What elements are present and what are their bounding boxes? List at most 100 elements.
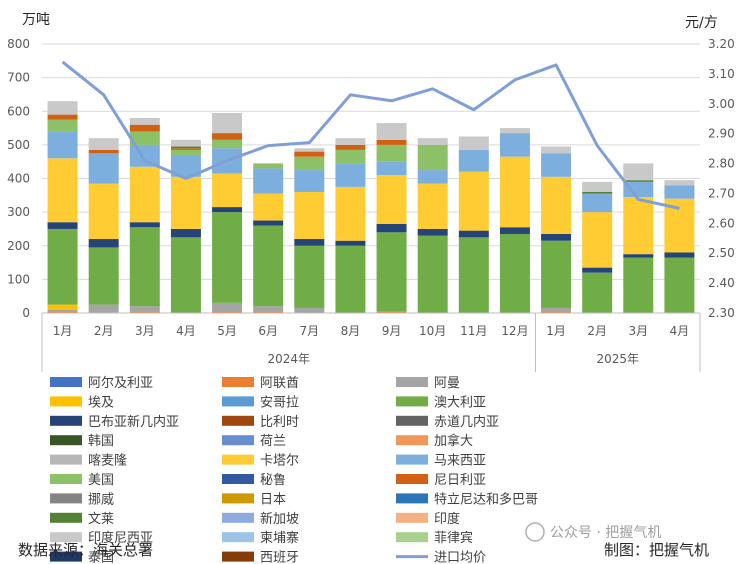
legend-swatch bbox=[50, 493, 82, 504]
x-tick-label: 2月 bbox=[587, 324, 607, 338]
bar-stack bbox=[582, 181, 613, 313]
bar-segment bbox=[623, 181, 654, 197]
legend-label: 柬埔寨 bbox=[260, 530, 299, 546]
legend-label: 泰国 bbox=[88, 551, 114, 564]
bar-segment bbox=[47, 222, 78, 229]
bar-segment bbox=[88, 153, 119, 184]
bar-segment bbox=[129, 227, 160, 307]
bar-segment bbox=[664, 257, 695, 313]
legend-swatch bbox=[50, 435, 82, 446]
bar-segment bbox=[253, 220, 284, 226]
x-tick-label: 11月 bbox=[460, 324, 487, 338]
legend-swatch bbox=[396, 454, 428, 465]
bar-segment bbox=[170, 149, 201, 155]
bar-segment bbox=[47, 228, 78, 305]
legend-swatch bbox=[50, 396, 82, 407]
bar-segment bbox=[458, 149, 489, 172]
legend-item: 进口均价 bbox=[396, 551, 486, 564]
legend-item: 安哥拉 bbox=[222, 395, 299, 410]
bar-segment bbox=[335, 240, 366, 246]
legend-item: 尼日利亚 bbox=[396, 473, 486, 488]
bar-segment bbox=[499, 156, 530, 228]
bar-segment bbox=[417, 235, 448, 313]
legend-label: 澳大利亚 bbox=[434, 394, 486, 410]
bar-segment bbox=[129, 166, 160, 223]
bar-stack bbox=[499, 128, 530, 313]
bar-segment bbox=[170, 176, 201, 229]
bar-stack bbox=[253, 163, 284, 313]
watermark: 公众号 · 把握气机 bbox=[525, 522, 661, 542]
bar-segment bbox=[541, 311, 572, 313]
legend-item: 柬埔寨 bbox=[222, 530, 299, 546]
bar-segment bbox=[623, 257, 654, 313]
price-line-path bbox=[61, 60, 680, 210]
bar-segment bbox=[623, 254, 654, 258]
bar-segment bbox=[541, 240, 572, 308]
bar-segment bbox=[582, 181, 613, 192]
bar-stack bbox=[170, 139, 201, 313]
bar-segment bbox=[417, 183, 448, 229]
legend-item: 赤道几内亚 bbox=[396, 414, 499, 430]
bar-segment bbox=[623, 180, 654, 182]
bar-segment bbox=[335, 144, 366, 150]
bar-segment bbox=[47, 311, 78, 313]
legend-label: 阿曼 bbox=[434, 376, 460, 391]
bar-segment bbox=[294, 148, 325, 152]
legend-swatch bbox=[50, 454, 82, 465]
bar-segment bbox=[335, 163, 366, 187]
left-tick-label: 400 bbox=[7, 172, 30, 186]
legend-label: 卡塔尔 bbox=[260, 454, 299, 469]
x-axis: 1月 2月 3月 4月 5月 6月 7月 8月 9月 10月 11月 12月 1月 2月 3月 4月 2024年… bbox=[41, 312, 701, 372]
x-tick-label: 9月 bbox=[382, 324, 402, 338]
legend-swatch bbox=[222, 377, 254, 387]
legend-item: 阿联酋 bbox=[222, 375, 299, 391]
legend-item: 印度尼西亚 bbox=[50, 530, 153, 546]
legend-swatch bbox=[50, 474, 82, 484]
x-tick-label: 4月 bbox=[176, 324, 196, 338]
bar-segment bbox=[170, 146, 201, 149]
legend-label: 马来西亚 bbox=[434, 454, 486, 469]
legend-swatch bbox=[396, 474, 428, 484]
left-tick-label: 300 bbox=[7, 205, 30, 219]
bar-segment bbox=[499, 227, 530, 234]
legend-item: 美国 bbox=[50, 473, 114, 488]
legend-label: 韩国 bbox=[88, 434, 114, 449]
legend-swatch bbox=[50, 415, 82, 426]
bar-segment bbox=[129, 117, 160, 125]
legend-item: 卡塔尔 bbox=[222, 454, 299, 469]
bar-segment bbox=[582, 212, 613, 268]
bar-segment bbox=[170, 237, 201, 313]
price-line bbox=[61, 60, 680, 210]
bar-segment bbox=[335, 186, 366, 241]
bar-segment bbox=[458, 237, 489, 313]
legend-item: 挪威 bbox=[50, 492, 114, 507]
bar-segment bbox=[499, 133, 530, 157]
bar-segment bbox=[253, 225, 284, 307]
bar-segment bbox=[335, 245, 366, 313]
bar-segment bbox=[129, 306, 160, 312]
legend-label: 荷兰 bbox=[260, 434, 286, 449]
bar-segment bbox=[294, 239, 325, 246]
bar-stack bbox=[417, 138, 448, 313]
bar-segment bbox=[376, 123, 407, 140]
legend-label: 巴布亚新几内亚 bbox=[88, 414, 179, 430]
bar-segment bbox=[458, 136, 489, 150]
bar-segment bbox=[417, 228, 448, 236]
right-tick-label: 3.00 bbox=[708, 97, 735, 111]
right-axis-unit: 元/方 bbox=[685, 15, 718, 31]
bar-segment bbox=[212, 311, 243, 313]
bar-stack bbox=[212, 112, 243, 313]
x-tick-label: 12月 bbox=[501, 324, 528, 338]
legend-label: 比利时 bbox=[260, 415, 299, 430]
bar-segment bbox=[47, 119, 78, 132]
bar-segment bbox=[253, 306, 284, 312]
bar-segment bbox=[376, 223, 407, 233]
legend-swatch bbox=[222, 415, 254, 426]
legend-label: 特立尼达和多巴哥 bbox=[434, 491, 538, 507]
bar-segment bbox=[170, 154, 201, 177]
left-axis-unit: 万吨 bbox=[22, 12, 50, 28]
bar-segment bbox=[170, 139, 201, 147]
legend-label: 加拿大 bbox=[434, 433, 473, 449]
legend-item: 菲律宾 bbox=[396, 530, 473, 546]
legend-label: 赤道几内亚 bbox=[434, 414, 499, 430]
